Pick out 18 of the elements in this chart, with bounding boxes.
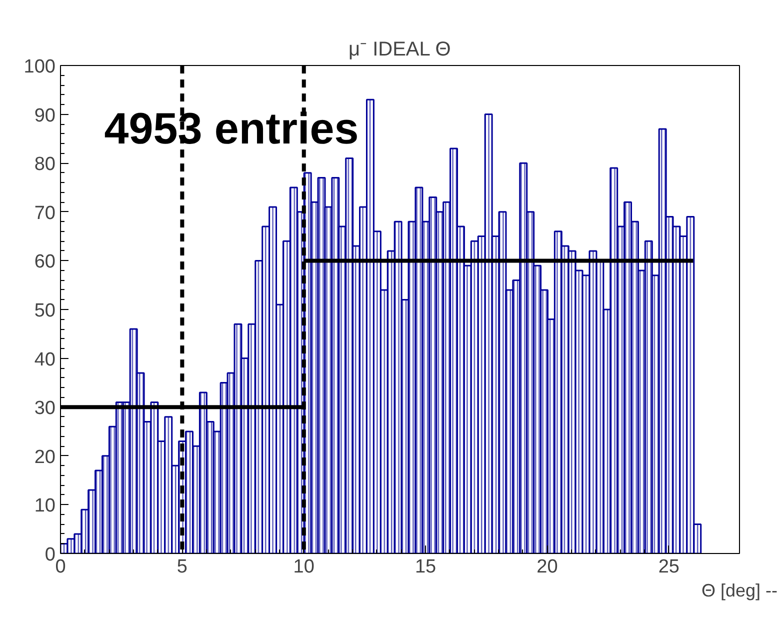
y-tick-label: 10 bbox=[34, 496, 56, 517]
y-tick-label: 40 bbox=[34, 349, 56, 370]
y-tick-label: 70 bbox=[34, 202, 56, 224]
y-tick-label: 90 bbox=[34, 105, 56, 126]
x-axis-title: Θ [deg] -- bbox=[701, 580, 778, 600]
y-tick-label: 60 bbox=[34, 252, 56, 273]
x-tick-label: 25 bbox=[658, 556, 680, 578]
x-tick-label: 5 bbox=[176, 556, 188, 578]
x-tick-label: 10 bbox=[293, 556, 314, 578]
y-tick-label: 20 bbox=[34, 446, 56, 468]
y-tick-label: 80 bbox=[34, 154, 56, 176]
x-tick-label: 15 bbox=[414, 556, 436, 578]
y-tick-label: 50 bbox=[34, 300, 56, 322]
x-tick-label: 20 bbox=[536, 556, 558, 578]
y-tick-label: 100 bbox=[24, 56, 56, 78]
y-tick-label: 30 bbox=[34, 398, 56, 420]
annotation: 4953 entries bbox=[104, 104, 359, 154]
chart-title: μ⁻ IDEAL Θ bbox=[348, 38, 451, 60]
